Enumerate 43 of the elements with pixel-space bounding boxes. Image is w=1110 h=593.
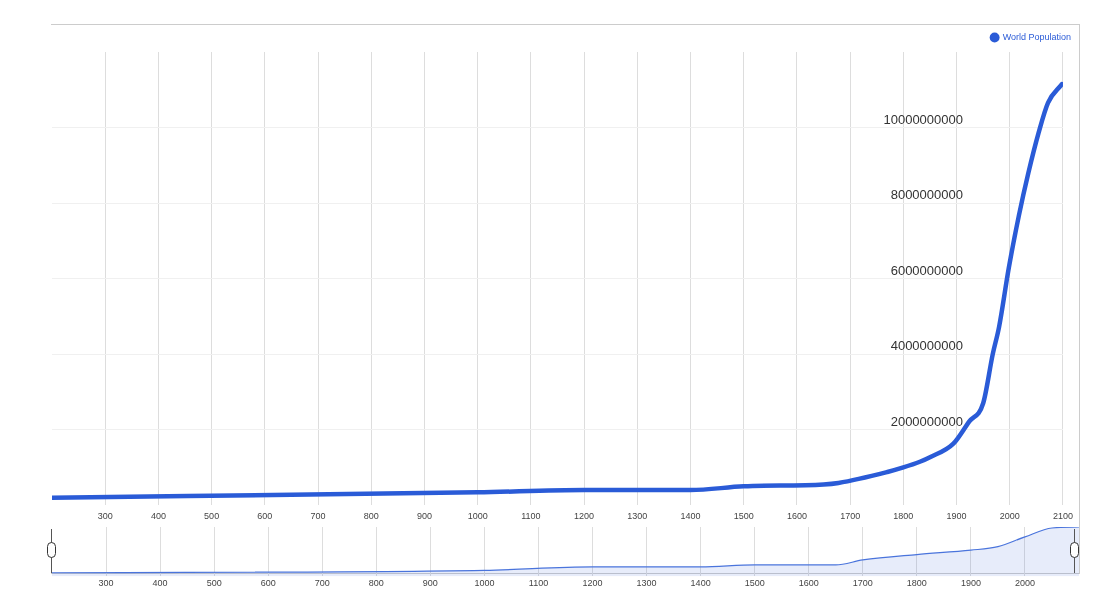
x-tick-label: 800	[368, 578, 384, 589]
y-tick-label: 8000000000	[890, 187, 963, 203]
x-tick-label: 1900	[960, 578, 981, 589]
x-tick-label: 1900	[946, 511, 967, 522]
x-tick-label: 700	[314, 578, 330, 589]
y-tick-label: 10000000000	[883, 111, 963, 127]
x-tick-label: 1600	[798, 578, 819, 589]
y-tick-label: 2000000000	[890, 413, 963, 429]
x-tick-label: 1300	[636, 578, 657, 589]
x-tick-label: 300	[97, 511, 113, 522]
legend-label: World Population	[1002, 31, 1071, 42]
x-tick-label: 1100	[521, 511, 541, 522]
x-tick-label: 1300	[627, 511, 648, 522]
x-tick-label: 900	[416, 511, 432, 522]
x-tick-label: 900	[422, 578, 438, 589]
x-tick-label: 400	[150, 511, 166, 522]
x-tick-label: 1600	[786, 511, 807, 522]
x-tick-label: 1500	[733, 511, 754, 522]
x-tick-label: 500	[204, 511, 220, 522]
x-tick-label: 1400	[690, 578, 711, 589]
x-tick-label: 1400	[680, 511, 701, 522]
x-tick-label: 700	[310, 511, 326, 522]
y-tick-label: 6000000000	[890, 262, 963, 278]
x-tick-label: 2100	[1052, 511, 1073, 522]
x-tick-label: 300	[98, 578, 114, 589]
x-tick-label: 1800	[893, 511, 914, 522]
x-tick-label: 800	[363, 511, 379, 522]
x-tick-label: 1500	[744, 578, 765, 589]
x-tick-label: 1200	[574, 511, 595, 522]
x-tick-label: 1700	[840, 511, 861, 522]
x-tick-label: 500	[206, 578, 222, 589]
x-tick-label: 400	[152, 578, 168, 589]
x-tick-label: 600	[257, 511, 273, 522]
x-tick-label: 1000	[474, 578, 495, 589]
y-tick-label: 4000000000	[890, 338, 963, 354]
x-tick-label: 1200	[582, 578, 603, 589]
x-tick-label: 2000	[999, 511, 1020, 522]
x-tick-label: 1800	[906, 578, 927, 589]
x-tick-label: 1700	[852, 578, 873, 589]
x-tick-label: 1100	[528, 578, 549, 589]
x-tick-label: 2000	[1014, 578, 1035, 589]
x-tick-label: 1000	[467, 511, 488, 522]
x-tick-label: 600	[260, 578, 276, 589]
